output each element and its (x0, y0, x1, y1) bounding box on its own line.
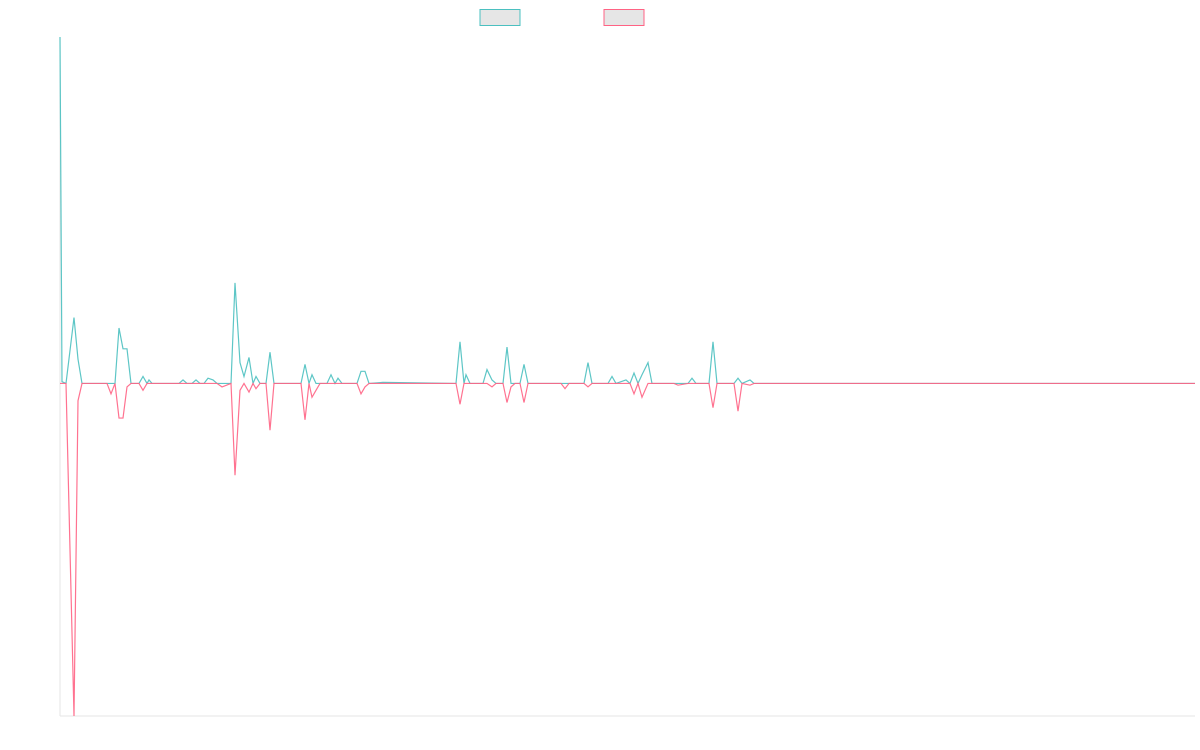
series-line (59, 36, 1195, 386)
legend-box[interactable] (479, 9, 521, 26)
series-line (60, 381, 1195, 717)
legend-box[interactable] (603, 9, 645, 26)
